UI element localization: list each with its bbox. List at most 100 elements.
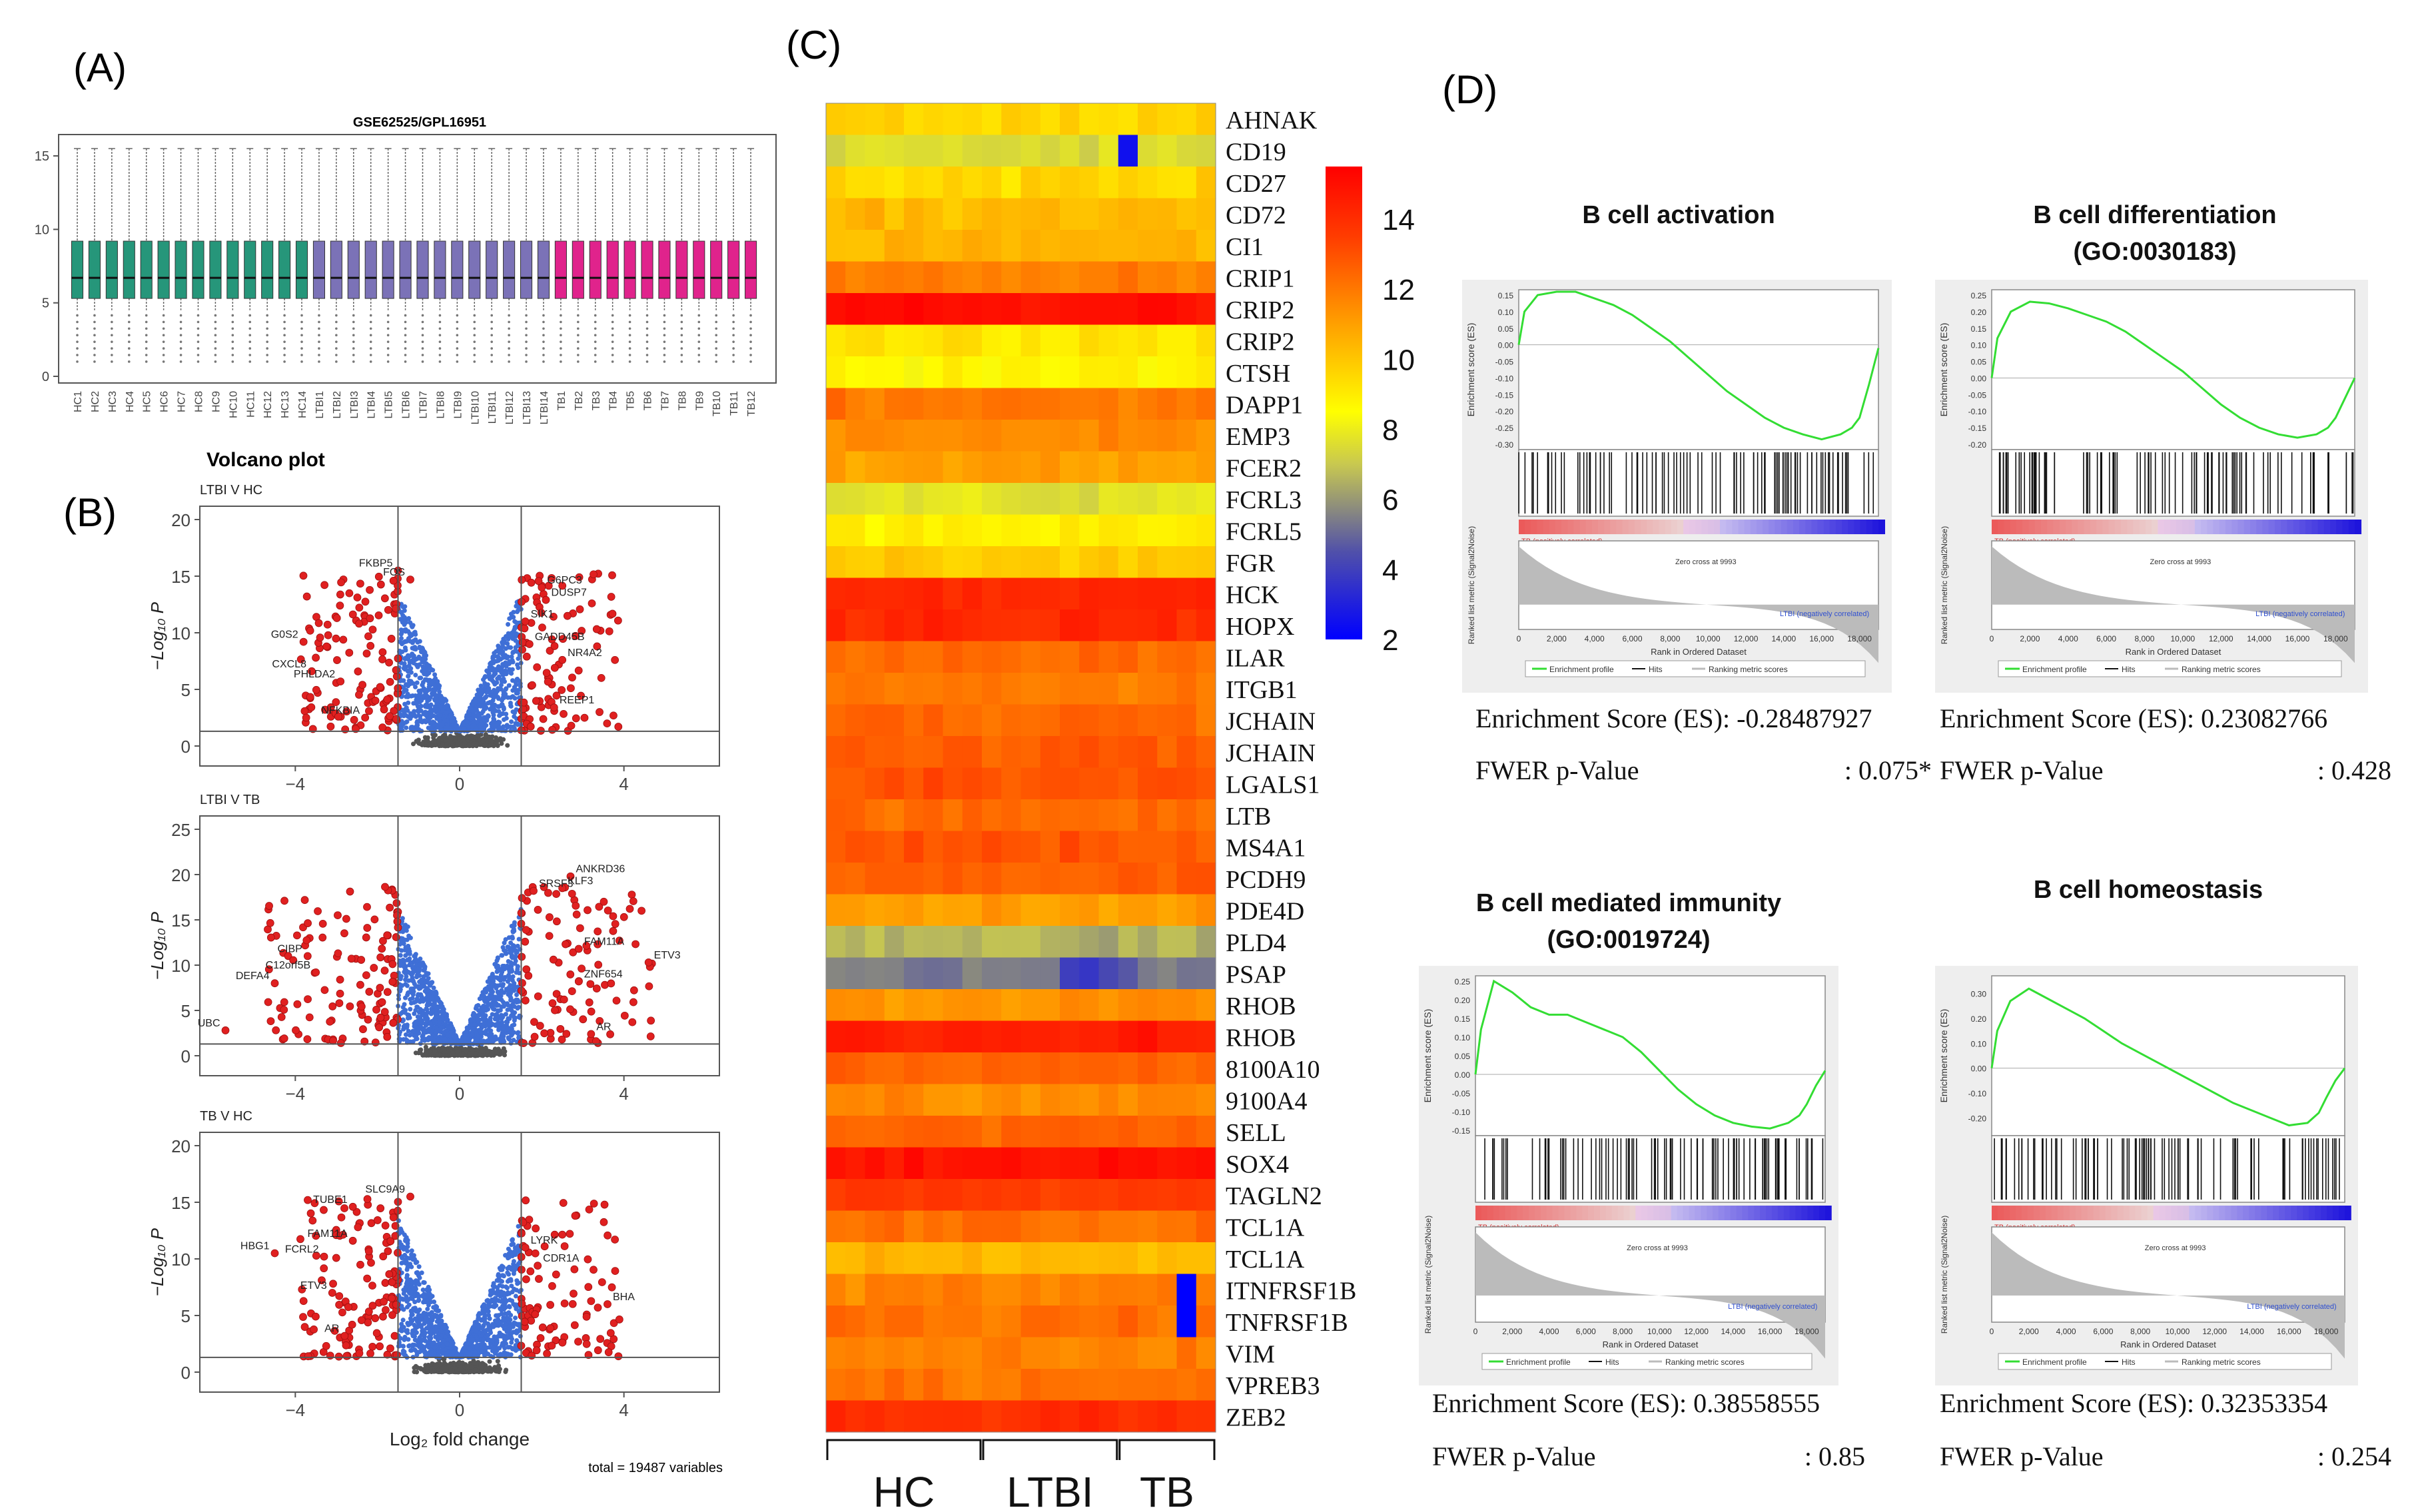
boxplot-outlier bbox=[266, 334, 268, 337]
boxplot-outlier bbox=[542, 340, 545, 343]
boxplot-category-label: HC4 bbox=[125, 391, 136, 412]
boxplot-outlier bbox=[421, 320, 424, 324]
boxplot-outlier bbox=[214, 354, 217, 356]
volcano-point bbox=[491, 743, 496, 749]
boxplot-outlier bbox=[421, 327, 424, 330]
volcano-point bbox=[434, 701, 440, 706]
boxplot-box bbox=[278, 240, 291, 299]
boxplot-outlier bbox=[386, 314, 390, 317]
boxplot-outlier bbox=[490, 340, 493, 343]
boxplot-box bbox=[244, 240, 256, 299]
volcano-point bbox=[521, 996, 530, 1004]
volcano-point bbox=[402, 1010, 408, 1015]
boxplot-outlier bbox=[611, 334, 614, 337]
volcano-point bbox=[472, 1028, 478, 1034]
volcano-point bbox=[512, 960, 518, 966]
boxplot-outlier bbox=[386, 354, 390, 356]
volcano-point bbox=[495, 676, 500, 681]
boxplot-category-label: HC9 bbox=[210, 391, 222, 412]
boxplot-outlier bbox=[628, 347, 631, 350]
boxplot-outlier bbox=[145, 347, 148, 350]
volcano-point bbox=[400, 728, 405, 733]
volcano-point bbox=[476, 1028, 482, 1033]
volcano-point bbox=[646, 1032, 655, 1040]
boxplot-category-label: TB6 bbox=[643, 391, 654, 410]
volcano-point bbox=[406, 615, 412, 621]
volcano-point bbox=[501, 1046, 506, 1051]
boxplot-outlier bbox=[749, 327, 752, 330]
volcano-point bbox=[430, 990, 435, 995]
volcano-point bbox=[410, 624, 415, 629]
boxplot-outlier bbox=[93, 314, 96, 317]
volcano-xtick-label: −4 bbox=[286, 774, 306, 794]
volcano-point bbox=[496, 1008, 502, 1014]
volcano-point bbox=[592, 625, 601, 633]
boxplot-box bbox=[364, 240, 377, 299]
volcano-point bbox=[500, 679, 505, 685]
volcano-point bbox=[492, 667, 498, 673]
volcano-point bbox=[495, 695, 500, 700]
boxplot-outlier bbox=[145, 314, 148, 317]
volcano-point bbox=[484, 688, 490, 693]
volcano-point bbox=[399, 617, 404, 623]
volcano-point bbox=[486, 671, 492, 676]
volcano-point bbox=[359, 1025, 367, 1034]
volcano-point bbox=[408, 670, 414, 675]
boxplot-outlier bbox=[611, 360, 614, 363]
volcano-point bbox=[483, 695, 488, 700]
volcano-point bbox=[353, 593, 362, 601]
boxplot-outlier bbox=[542, 327, 545, 330]
boxplot-box bbox=[192, 240, 204, 299]
volcano-point bbox=[542, 669, 551, 677]
boxplot-outlier bbox=[645, 354, 649, 356]
boxplot-category-label: LTBI14 bbox=[539, 391, 550, 425]
volcano-point bbox=[341, 725, 350, 734]
boxplot-outlier bbox=[611, 314, 614, 317]
volcano-point bbox=[448, 739, 453, 744]
volcano-gene-label: UBC bbox=[198, 1018, 220, 1029]
volcano-ytick-label: 15 bbox=[171, 567, 191, 587]
boxplot-category-label: HC14 bbox=[297, 391, 308, 418]
volcano-point bbox=[510, 1002, 516, 1008]
volcano-point bbox=[454, 1036, 459, 1041]
boxplot-outlier bbox=[663, 360, 666, 363]
boxplot-box bbox=[658, 240, 671, 299]
volcano-point bbox=[305, 1013, 314, 1022]
boxplot-title: GSE62525/GPL16951 bbox=[353, 115, 486, 130]
volcano-point bbox=[509, 719, 514, 725]
volcano-point bbox=[370, 915, 379, 924]
boxplot-outlier bbox=[266, 320, 268, 324]
volcano-point bbox=[467, 705, 472, 711]
boxplot-outlier bbox=[525, 320, 528, 324]
volcano-point bbox=[422, 656, 427, 661]
boxplot-outlier bbox=[318, 320, 320, 324]
boxplot-category-label: HC1 bbox=[73, 391, 84, 412]
volcano-point bbox=[427, 677, 432, 683]
volcano-point bbox=[355, 691, 363, 699]
volcano-point bbox=[436, 1046, 442, 1051]
boxplot-box bbox=[382, 240, 394, 299]
volcano-point bbox=[504, 711, 509, 717]
boxplot-outlier bbox=[214, 327, 217, 330]
volcano-point bbox=[522, 652, 531, 661]
volcano-point bbox=[440, 701, 445, 706]
volcano-point bbox=[593, 642, 602, 651]
volcano-point bbox=[516, 1004, 522, 1010]
volcano-point bbox=[416, 1264, 422, 1270]
volcano-point bbox=[607, 979, 615, 988]
boxplot-outlier bbox=[421, 314, 424, 317]
boxplot-outlier bbox=[404, 334, 407, 337]
boxplot-category-label: TB7 bbox=[659, 391, 671, 410]
boxplot-outlier bbox=[386, 327, 390, 330]
volcano-point bbox=[439, 1366, 444, 1371]
volcano-point bbox=[572, 911, 581, 919]
volcano-point bbox=[376, 984, 384, 992]
volcano-point bbox=[472, 1022, 477, 1027]
volcano-gene-label: ETV3 bbox=[654, 950, 681, 961]
boxplot-outlier bbox=[266, 354, 268, 356]
volcano-point bbox=[428, 1021, 434, 1026]
volcano-point bbox=[468, 1369, 473, 1375]
volcano-xtick-label: 0 bbox=[455, 1084, 464, 1104]
volcano-point bbox=[374, 611, 383, 619]
volcano-point bbox=[413, 1021, 418, 1026]
